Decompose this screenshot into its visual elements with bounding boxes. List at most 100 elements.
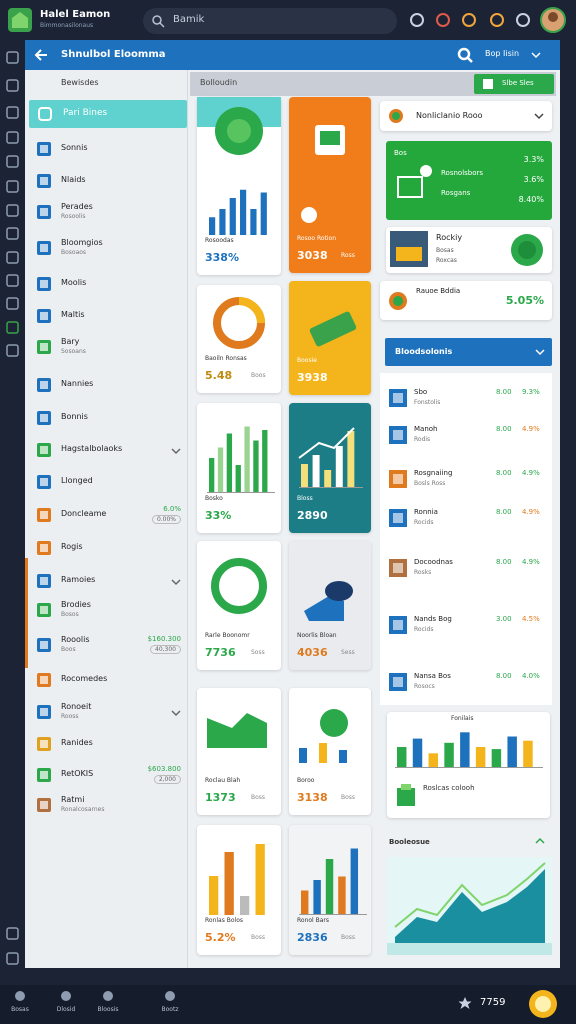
sidebar-item[interactable]: Doncleame 6.0% 0.00% [25,505,187,527]
task-item[interactable]: Dlosid [48,988,84,1022]
sidebar-item[interactable]: Ramoies [25,571,187,593]
item-icon [37,411,51,425]
sidebar-item[interactable]: Nannies [25,375,187,397]
sidebar-item[interactable]: Brodies Bosos [25,600,187,622]
card[interactable]: Rosoodas 338% [197,97,281,275]
dropdown-label: Nonliclanio Rooo [416,111,483,120]
app-name: Halel Eamon [40,9,111,20]
sidebar-item[interactable]: Llonged [25,472,187,494]
card-art [207,713,267,748]
sidebar-item[interactable]: Bonnis [25,408,187,430]
card[interactable]: Noorlis Bloan 4036 Sess [289,541,371,670]
sidebar-item[interactable]: Ronoeit Rooss [25,702,187,724]
card[interactable]: Bosko 33% [197,403,281,533]
list-item[interactable]: Docoodnas Rosks 8.00 4.9% [380,556,552,580]
task-item[interactable]: Bootz [152,988,188,1022]
card[interactable]: Rosoo Rotion 3038 Ross [289,97,371,273]
task-icon [15,991,25,1001]
card-label: Noorlis Bloan [297,632,337,639]
sidebar-item[interactable]: Bloomgios Bosoaos [25,238,187,260]
sidebar-item[interactable]: Ratmi Ronalcosarnes [25,795,187,817]
top-icon[interactable] [410,13,424,27]
task-item[interactable]: Bloosis [90,988,126,1022]
chart-caption: Roslcas colooh [423,784,475,792]
item-v2: 4.0% [522,672,540,680]
bottom-card[interactable]: Booleosue [387,825,552,955]
card-value: 5.48 [205,369,233,382]
dropdown[interactable]: Nonliclanio Rooo [380,101,552,131]
card-value: 1373 [205,791,236,804]
card[interactable]: Ronol Bars 2836 Boss [289,825,371,955]
search-text: Bamik [173,14,205,25]
card[interactable]: Roclau Blah 1373 Boss [197,688,281,815]
sidebar-item[interactable]: Sonnis [25,139,187,161]
item-icon [37,638,51,652]
list-item[interactable]: Nands Bog Rocids 3.00 4.5% [380,613,552,637]
section-header[interactable]: Bloodsolonis [385,338,552,366]
top-icon[interactable] [462,13,476,27]
card-value: 4036 [297,646,328,659]
sidebar-item[interactable]: Moolis [25,274,187,296]
list-item[interactable]: Rosgnaiing Bosls Ross 8.00 4.9% [380,467,552,491]
list-item[interactable]: Sbo Fonstolis 8.00 9.3% [380,386,552,410]
item-sub: Sosoans [61,348,86,355]
sidebar-item[interactable]: Rocomedes [25,670,187,692]
card[interactable]: Bloss 2890 [289,403,371,533]
card-value: 2890 [297,509,328,522]
alert-card[interactable]: Rauoe Bddia 5.05% [380,281,552,320]
chart-card[interactable]: Fonilais Roslcas colooh [387,712,550,818]
toolbar-button[interactable]: Slbe Sles [474,74,554,94]
chart-art [395,732,543,768]
item-v2: 9.3% [522,388,540,396]
item-v2: 4.9% [522,425,540,433]
top-icon[interactable] [516,13,530,27]
list-item[interactable]: Nansa Bos Rosocs 8.00 4.0% [380,670,552,694]
back-button[interactable] [33,47,49,63]
sidebar-item[interactable]: Nlaids [25,171,187,193]
sidebar-item[interactable]: Hagstalbolaoks [25,440,187,462]
sidebar-item[interactable]: Perades Rosoolis [25,202,187,224]
area-art [387,857,552,955]
item-label: Hagstalbolaoks [61,444,123,453]
card-label: Rosoo Rotion [297,235,337,242]
task-item[interactable]: Bosas [2,988,38,1022]
sidebar-item[interactable]: Ranides [25,734,187,756]
card[interactable]: Ronlas Bolos 5.2% Boss [197,825,281,955]
promo-card[interactable]: Rockiy Bosas Roxcas [386,227,552,273]
menu-label: Bop Iisin [485,49,520,58]
list-item[interactable]: Ronnia Rocids 8.00 4.9% [380,506,552,530]
menu[interactable]: Bop Iisin [453,44,553,66]
item-v1: 8.00 [496,425,512,433]
item-icon [37,768,51,782]
sidebar-item[interactable]: Rooolis Boos $160.300 40,300 [25,635,187,657]
card[interactable]: Boosie 3938 [289,281,371,395]
dropdown-icon [389,109,403,123]
coin[interactable] [528,989,558,1019]
sidebar-item[interactable]: Rogis [25,538,187,560]
chevron [531,52,541,59]
item-icon [37,241,51,255]
sidebar-item[interactable]: Maltis [25,306,187,328]
list-item[interactable]: Manoh Rodis 8.00 4.9% [380,423,552,447]
card[interactable]: Baoiln Ronsas 5.48 Boos [197,285,281,393]
top-icon[interactable] [436,13,450,27]
item-sub: Fonstolis [414,399,441,406]
sidebar-item[interactable]: RetOKIS $603.800 2,000 [25,765,187,787]
top-icon[interactable] [490,13,504,27]
item-v1: 8.00 [496,469,512,477]
item-name: Ronnia [414,508,438,516]
green-card[interactable]: Bos 3.3% Rosnolsbors 3.6% Rosgans 8.40% [386,141,552,220]
card[interactable]: Rarle Boonomr 7736 Soss [197,541,281,670]
card-value: 33% [205,509,232,522]
item-label: Doncleame [61,509,107,518]
task-icon [103,991,113,1001]
rail-icon [6,927,19,940]
card-art [213,297,265,349]
search-box[interactable]: Bamik [143,8,397,34]
card[interactable]: Boroo 3138 Boss [289,688,371,815]
item-sub: Rosks [414,569,432,576]
item-sub: Rodis [414,436,431,443]
sidebar-item[interactable]: Bary Sosoans [25,337,187,359]
card-art [301,125,345,223]
sidebar-active[interactable]: Pari Bines [29,100,187,128]
